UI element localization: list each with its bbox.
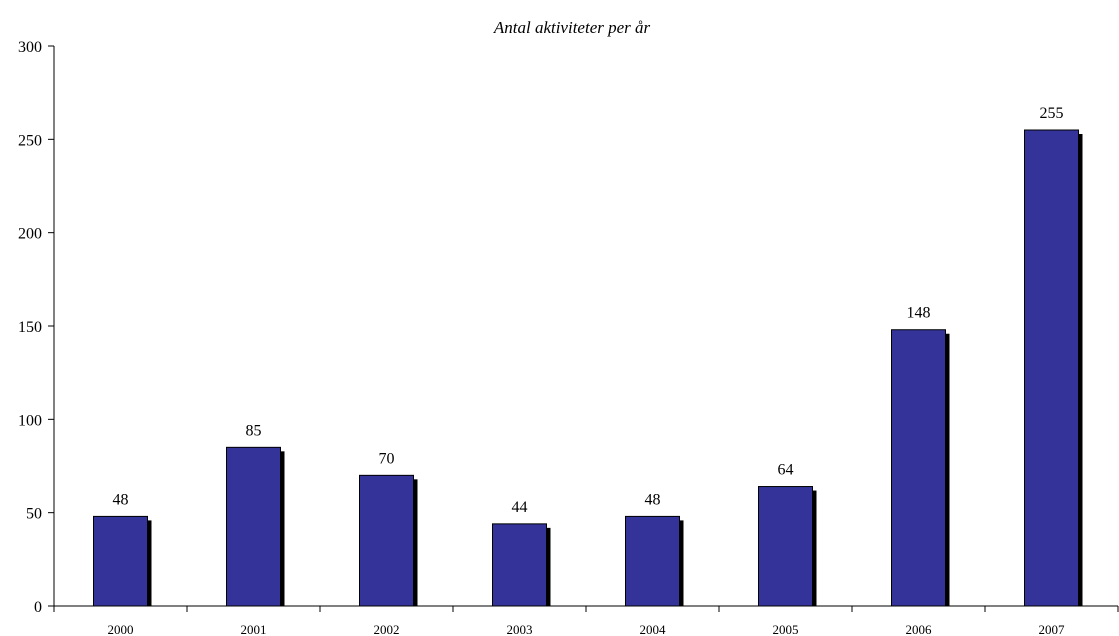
bar-2005 (758, 486, 813, 607)
data-label-2003: 44 (512, 499, 528, 516)
y-tick-label: 300 (18, 39, 42, 56)
y-tick-label: 200 (18, 226, 42, 243)
x-tick-label-2002: 2002 (374, 622, 400, 636)
data-label-2000: 48 (113, 491, 129, 508)
data-label-2005: 64 (778, 462, 794, 479)
data-label-2002: 70 (379, 450, 395, 467)
x-tick-label-2003: 2003 (507, 622, 533, 636)
bar-2001 (226, 446, 281, 607)
y-tick-label: 150 (18, 319, 42, 336)
x-tick-label-2004: 2004 (640, 622, 667, 636)
bar-2003 (492, 523, 547, 607)
axes (53, 46, 1118, 607)
y-tick-label: 250 (18, 132, 42, 149)
bar-2002 (359, 474, 414, 607)
data-label-2004: 48 (645, 491, 661, 508)
y-axis-ticks: 0 50 100 150 200 250 300 (18, 39, 54, 616)
bars (93, 129, 1083, 607)
y-tick-label: 50 (26, 506, 42, 523)
data-label-2007: 255 (1040, 105, 1064, 122)
x-tick-label-2005: 2005 (773, 622, 799, 636)
y-tick-label: 0 (34, 599, 42, 616)
bar-2004 (625, 515, 680, 607)
data-label-2006: 148 (907, 305, 931, 322)
x-axis-ticks: 2000 2001 2002 2003 2004 2005 2006 2007 (53, 606, 1119, 636)
data-labels: 48 85 70 44 48 64 148 255 (113, 105, 1064, 516)
bar-2006 (891, 329, 946, 607)
bar-2000 (93, 515, 148, 607)
x-tick-label-2007: 2007 (1039, 622, 1066, 636)
x-tick-label-2000: 2000 (108, 622, 134, 636)
x-tick-label-2006: 2006 (906, 622, 933, 636)
chart-title: Antal aktiviteter per år (493, 18, 651, 37)
y-tick-label: 100 (18, 412, 42, 429)
data-label-2001: 85 (246, 422, 262, 439)
x-tick-label-2001: 2001 (241, 622, 267, 636)
bar-2007 (1024, 129, 1079, 607)
